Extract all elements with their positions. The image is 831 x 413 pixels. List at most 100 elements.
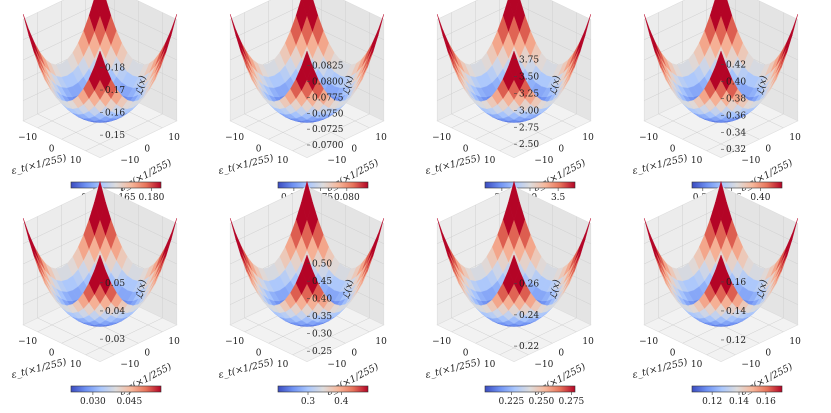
x-axis-label: ε_t(×1/255) bbox=[424, 357, 482, 381]
x-tick-label: −10 bbox=[639, 133, 658, 143]
grid-line bbox=[658, 12, 736, 152]
colorbar-tick-label: 3.5 bbox=[551, 193, 566, 203]
z-axis-label: ℒ(x) bbox=[341, 278, 355, 300]
z-tick-label: 0.12 bbox=[726, 336, 746, 346]
z-tick-label: 0.30 bbox=[312, 330, 332, 340]
colorbar-tick-label: 0.14 bbox=[729, 397, 749, 407]
x-tick-label: 10 bbox=[484, 360, 496, 370]
y-tick-label: 10 bbox=[789, 337, 801, 347]
z-axis-label: ℒ(x) bbox=[134, 74, 148, 96]
grid-line bbox=[37, 12, 115, 152]
surface-patch bbox=[715, 50, 727, 81]
x-axis-label: ε_t(×1/255) bbox=[631, 153, 689, 177]
z-tick-label: 0.14 bbox=[726, 307, 746, 317]
z-tick-label: 0.03 bbox=[105, 335, 125, 345]
surface-patch bbox=[301, 254, 313, 285]
x-tick-label: 0 bbox=[670, 348, 676, 358]
z-tick-label: 0.04 bbox=[105, 307, 125, 317]
x-tick-label: −10 bbox=[225, 133, 244, 143]
y-tick-label: 10 bbox=[789, 133, 801, 143]
y-tick-label: 0 bbox=[144, 144, 150, 154]
z-tick-label: 0.34 bbox=[726, 128, 746, 138]
colorbar-tick-label: 0.080 bbox=[334, 193, 360, 203]
colorbar-tick-label: 0.250 bbox=[529, 397, 555, 407]
y-tick-label: 0 bbox=[765, 144, 771, 154]
x-tick-label: 10 bbox=[70, 360, 82, 370]
x-tick-label: −10 bbox=[432, 337, 451, 347]
z-tick-label: 0.0800 bbox=[312, 78, 344, 88]
z-tick-label: 0.22 bbox=[519, 342, 539, 352]
colorbar bbox=[691, 181, 783, 189]
grid-line bbox=[292, 12, 370, 152]
y-tick-label: −10 bbox=[741, 156, 760, 166]
grid-line bbox=[244, 12, 322, 152]
z-tick-label: 0.0775 bbox=[312, 93, 344, 103]
subplot-5: Data No. 50.250.300.350.400.450.50ℒ(x)−1… bbox=[217, 180, 387, 407]
z-axis-label: ℒ(x) bbox=[341, 74, 355, 96]
z-axis-label: ℒ(x) bbox=[755, 74, 769, 96]
subplot-4: Data No. 40.030.040.05ℒ(x)−10010ε_t(×1/2… bbox=[10, 180, 180, 407]
y-tick-label: −10 bbox=[741, 360, 760, 370]
x-tick-label: 10 bbox=[277, 360, 289, 370]
subplot-0: Data No. 00.150.160.170.18ℒ(x)−10010ε_t(… bbox=[10, 0, 180, 203]
surface-mesh bbox=[644, 0, 798, 123]
y-tick-label: 0 bbox=[144, 348, 150, 358]
grid-line bbox=[451, 12, 529, 152]
x-tick-label: −10 bbox=[18, 133, 37, 143]
x-tick-label: 0 bbox=[463, 144, 469, 154]
z-axis-label: ℒ(x) bbox=[548, 278, 562, 300]
z-tick-label: 0.24 bbox=[519, 311, 539, 321]
z-tick-label: 0.0750 bbox=[312, 109, 344, 119]
z-tick-label: 0.36 bbox=[726, 111, 746, 121]
z-tick-label: 0.16 bbox=[726, 278, 746, 288]
z-tick-label: 0.35 bbox=[312, 312, 332, 322]
x-tick-label: 10 bbox=[70, 156, 82, 166]
y-tick-label: 0 bbox=[558, 144, 564, 154]
x-axis-label: ε_t(×1/255) bbox=[217, 153, 275, 177]
x-tick-label: −10 bbox=[225, 337, 244, 347]
z-tick-label: 0.25 bbox=[312, 347, 332, 357]
z-tick-label: 0.26 bbox=[519, 280, 539, 290]
y-tick-label: −10 bbox=[534, 156, 553, 166]
y-tick-label: 10 bbox=[582, 337, 594, 347]
z-tick-label: 0.40 bbox=[312, 295, 332, 305]
colorbar bbox=[70, 181, 162, 189]
x-tick-label: −10 bbox=[432, 133, 451, 143]
z-tick-label: 3.00 bbox=[519, 106, 539, 116]
z-tick-label: 0.0825 bbox=[312, 62, 344, 72]
grid-line bbox=[658, 216, 736, 356]
z-tick-label: 0.32 bbox=[726, 145, 746, 155]
y-tick-label: 10 bbox=[582, 133, 594, 143]
x-axis-label: ε_t(×1/255) bbox=[10, 153, 68, 177]
surface-mesh bbox=[644, 180, 798, 327]
surface-mesh bbox=[437, 180, 591, 327]
z-tick-label: 0.05 bbox=[105, 279, 125, 289]
x-axis-label: ε_t(×1/255) bbox=[10, 357, 68, 381]
z-axis-label: ℒ(x) bbox=[755, 278, 769, 300]
z-tick-label: 0.50 bbox=[312, 260, 332, 270]
z-tick-label: 0.15 bbox=[105, 131, 125, 141]
colorbar-tick-label: 0.045 bbox=[116, 397, 142, 407]
surface-mesh bbox=[230, 0, 384, 123]
grid-line bbox=[85, 216, 163, 356]
surface-patch bbox=[715, 254, 727, 285]
subplot-2: Data No. 22.502.753.003.253.503.75ℒ(x)−1… bbox=[424, 0, 594, 203]
z-tick-label: 0.45 bbox=[312, 277, 332, 287]
y-tick-label: 0 bbox=[765, 348, 771, 358]
grid-line bbox=[706, 216, 784, 356]
colorbar-tick-label: 0.275 bbox=[559, 397, 585, 407]
colorbar bbox=[277, 385, 369, 393]
colorbar-tick-label: 0.180 bbox=[139, 193, 165, 203]
z-tick-label: 0.0700 bbox=[312, 141, 344, 151]
x-tick-label: 0 bbox=[49, 348, 55, 358]
z-tick-label: 3.25 bbox=[519, 89, 539, 99]
z-axis-label: ℒ(x) bbox=[548, 74, 562, 96]
colorbar bbox=[484, 385, 576, 393]
surface-mesh bbox=[23, 0, 177, 123]
colorbar-tick-label: 0.030 bbox=[80, 397, 106, 407]
x-tick-label: 0 bbox=[463, 348, 469, 358]
surface-patch bbox=[94, 254, 106, 285]
x-tick-label: 10 bbox=[691, 156, 703, 166]
colorbar-tick-label: 0.4 bbox=[334, 397, 349, 407]
